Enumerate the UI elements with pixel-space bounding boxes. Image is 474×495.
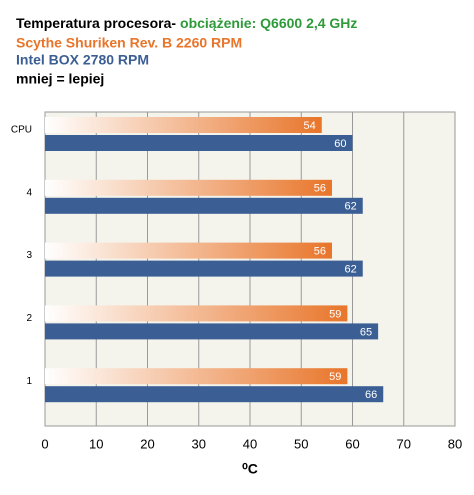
x-tick-label: 80 xyxy=(448,436,462,451)
value-label: 56 xyxy=(314,246,326,258)
x-tick-label: 30 xyxy=(192,436,206,451)
y-tick-label: 3 xyxy=(26,250,32,261)
bar xyxy=(45,323,379,340)
title: Temperatura procesora- xyxy=(16,15,176,31)
bar xyxy=(45,117,322,133)
y-tick-label: 2 xyxy=(26,313,32,324)
value-label: 62 xyxy=(345,264,357,276)
x-tick-label: 70 xyxy=(397,436,411,451)
y-tick-label: 4 xyxy=(26,187,32,198)
bar xyxy=(45,179,332,196)
value-label: 54 xyxy=(304,120,316,132)
x-tick-label: 0 xyxy=(41,436,48,451)
value-label: 65 xyxy=(360,326,372,338)
legend-entry: Scythe Shuriken Rev. B 2260 RPM xyxy=(16,35,242,51)
legend-entry: Intel BOX 2780 RPM xyxy=(16,52,149,68)
chart-title: Temperatura procesora-obciążenie: Q6600 … xyxy=(16,15,357,31)
x-axis-label: ⁰C xyxy=(242,461,258,477)
x-tick-label: 40 xyxy=(243,436,257,451)
x-tick-label: 60 xyxy=(345,436,359,451)
bar xyxy=(45,135,353,151)
bar xyxy=(45,242,332,259)
value-label: 66 xyxy=(365,389,377,401)
y-tick-label: 1 xyxy=(26,376,32,387)
bar xyxy=(45,197,363,214)
y-tick-label: CPU xyxy=(11,125,32,136)
x-tick-label: 50 xyxy=(294,436,308,451)
bar xyxy=(45,260,363,277)
value-label: 59 xyxy=(329,371,341,383)
value-label: 59 xyxy=(329,308,341,320)
x-tick-label: 10 xyxy=(89,436,103,451)
subtitle: obciążenie: Q6600 2,4 GHz xyxy=(180,15,357,31)
value-label: 60 xyxy=(334,138,346,150)
bar xyxy=(45,386,384,403)
bar xyxy=(45,368,348,385)
note: mniej = lepiej xyxy=(16,71,104,87)
value-label: 56 xyxy=(314,183,326,195)
x-tick-label: 20 xyxy=(140,436,154,451)
bar xyxy=(45,305,348,322)
value-label: 62 xyxy=(345,201,357,213)
